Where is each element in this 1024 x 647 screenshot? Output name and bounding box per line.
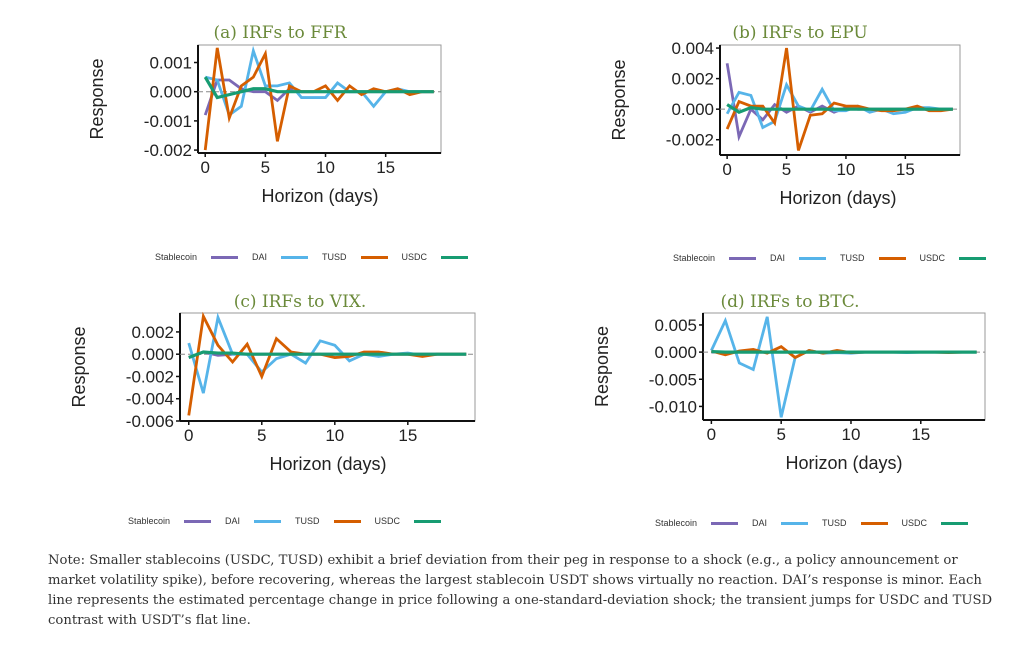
legend-swatch [959,256,987,260]
series-line-usdc [203,47,434,151]
legend-title: Stablecoin [655,518,698,528]
series-line-usdt [203,76,434,100]
legend-label: DAI [770,253,786,263]
y-tick-label: -0.002 [666,131,714,150]
legend-label: DAI [752,518,768,528]
series-line-usdt [726,103,953,115]
x-axis-label: Horizon (days) [261,186,378,206]
series-line-usdc [725,47,954,151]
x-tick-label: 15 [398,426,417,445]
y-tick-label: 0.000 [149,83,192,102]
legend-swatch [799,256,827,260]
x-axis-label: Horizon (days) [269,454,386,474]
y-tick-label: 0.000 [671,100,714,119]
y-tick-label: 0.000 [131,345,174,364]
legend-swatch [414,519,442,523]
y-tick-label: 0.002 [131,323,174,342]
legend-label: USDC [919,253,946,263]
legend-swatch [860,521,888,525]
x-tick-label: 5 [782,160,791,179]
legend-label: USDC [901,518,928,528]
chart-panel-2: (c) IRFs to VIX. -0.006 -0.004 -0.002 0.000 0… [69,292,476,474]
legend-swatch [729,256,757,260]
y-tick-label: 0.001 [149,54,192,73]
series-line-usdt [188,350,467,360]
x-tick-label: 10 [836,160,855,179]
y-tick-label: -0.010 [649,397,697,416]
x-tick-label: 10 [316,158,335,177]
x-tick-label: 15 [896,160,915,179]
y-tick-label: -0.004 [126,390,174,409]
legend-label: TUSD [322,252,347,262]
legend: Stablecoin DAI TUSD USDC [673,253,1000,263]
x-tick-label: 5 [257,426,266,445]
plot-frame [719,44,961,156]
plot-frame [197,44,442,154]
y-tick-label: 0.000 [654,343,697,362]
legend-swatch [211,255,239,259]
legend-title: Stablecoin [673,253,716,263]
y-tick-label: -0.002 [144,141,192,160]
x-axis-label: Horizon (days) [779,188,896,208]
legend-swatch [360,255,388,259]
legend-swatch [711,521,739,525]
x-tick-label: 0 [200,158,209,177]
chart-panel-0: (a) IRFs to FFR -0.002 -0.001 0.000 0.001 0 5 1… [87,23,442,206]
legend-label: USDC [401,252,428,262]
x-tick-label: 10 [325,426,344,445]
y-tick-label: 0.002 [671,70,714,89]
legend-swatch [333,519,361,523]
y-tick-label: -0.002 [126,367,174,386]
x-axis-label: Horizon (days) [785,453,902,473]
x-tick-label: 5 [776,425,785,444]
legend-title: Stablecoin [128,516,171,526]
series-line-tusd [204,45,434,118]
legend-swatch [878,256,906,260]
legend-swatch [941,521,969,525]
x-tick-label: 0 [722,160,731,179]
legend: Stablecoin DAI TUSD USDC [128,516,455,526]
y-tick-label: 0.004 [671,39,714,58]
y-axis-label: Response [87,58,107,139]
chart-title: (d) IRFs to BTC. [720,292,859,312]
y-axis-label: Response [592,326,612,407]
legend-swatch [184,519,212,523]
legend-swatch [281,255,309,259]
plot-frame [179,312,476,422]
legend-swatch [781,521,809,525]
legend-swatch [254,519,282,523]
legend-swatch [441,255,469,259]
legend: Stablecoin DAI TUSD USDC [655,518,982,528]
legend-title: Stablecoin [155,252,198,262]
chart-panel-3: (d) IRFs to BTC. -0.010 -0.005 0.000 0.005 0 5… [592,292,986,473]
x-tick-label: 0 [184,426,193,445]
chart-title: (a) IRFs to FFR [213,23,347,43]
x-tick-label: 10 [842,425,861,444]
legend-label: TUSD [822,518,847,528]
y-tick-label: 0.005 [654,316,697,335]
y-tick-label: -0.005 [649,370,697,389]
series-line-usdc [187,311,467,416]
legend-label: DAI [252,252,268,262]
legend-label: DAI [225,516,241,526]
x-tick-label: 15 [911,425,930,444]
x-tick-label: 5 [261,158,270,177]
x-tick-label: 0 [707,425,716,444]
chart-panel-1: (b) IRFs to EPU -0.002 0.000 0.002 0.004 0 5 10… [609,23,961,208]
y-tick-label: -0.001 [144,112,192,131]
legend: Stablecoin DAI TUSD USDC [155,252,482,262]
chart-title: (c) IRFs to VIX. [234,292,367,312]
y-axis-label: Response [69,326,89,407]
chart-title: (b) IRFs to EPU [732,23,867,43]
y-tick-label: -0.006 [126,412,174,431]
series-line-usdt [711,349,977,354]
legend-label: USDC [374,516,401,526]
y-axis-label: Response [609,59,629,140]
x-tick-label: 15 [376,158,395,177]
series-line-tusd [710,316,977,418]
figure-note: Note: Smaller stablecoins (USDC, TUSD) e… [48,553,993,628]
legend-label: TUSD [840,253,865,263]
legend-label: TUSD [295,516,320,526]
